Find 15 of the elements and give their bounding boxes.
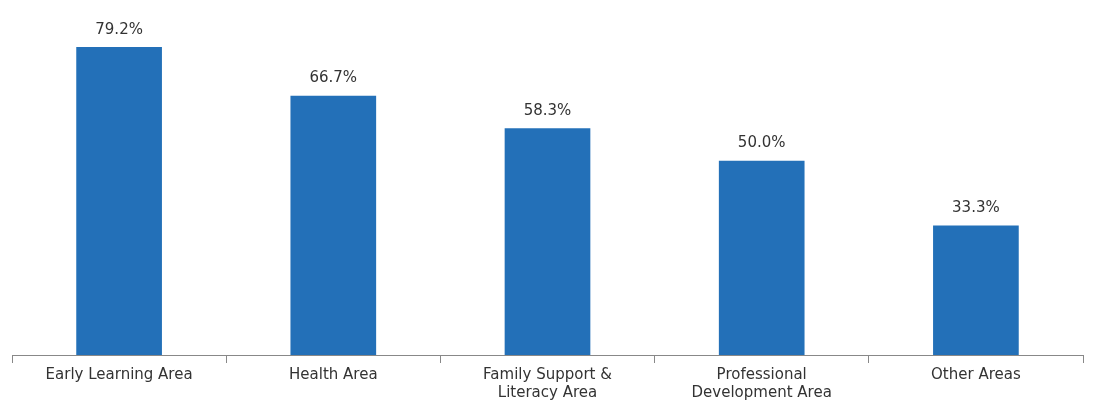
x-tick-label: Other Areas <box>931 364 1021 383</box>
bar <box>933 225 1019 355</box>
bar <box>718 160 805 355</box>
data-label: 50.0% <box>737 133 786 152</box>
data-label: 58.3% <box>523 100 572 119</box>
bar <box>290 95 377 355</box>
x-tick-label: Family Support & Literacy Area <box>483 364 613 401</box>
x-tick-label: Health Area <box>289 364 378 383</box>
data-label: 33.3% <box>952 197 1000 216</box>
bar <box>504 128 591 355</box>
bar <box>76 47 162 355</box>
data-label: 79.2% <box>95 19 143 38</box>
x-tick-label: Early Learning Area <box>45 364 193 383</box>
data-label: 66.7% <box>309 68 358 87</box>
x-tick-label: Professional Development Area <box>691 364 832 401</box>
